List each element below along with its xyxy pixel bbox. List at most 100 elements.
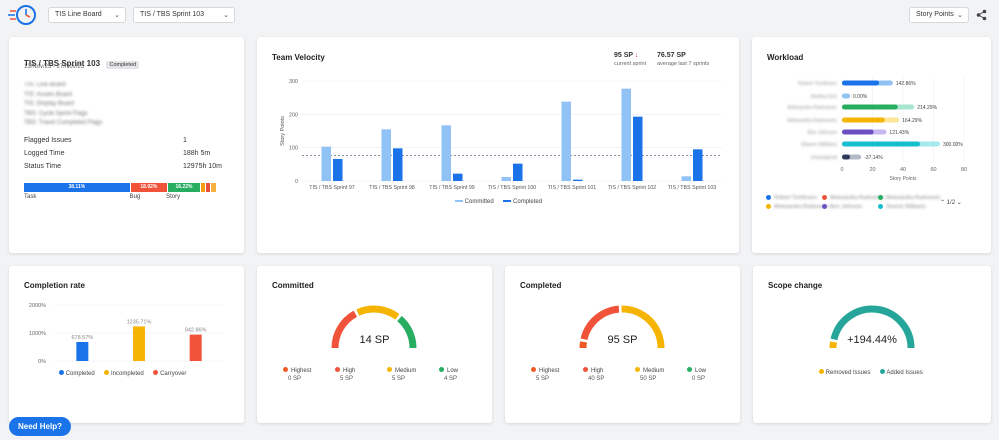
- blurred-boards-list: TIS: Line Board TIS: Assets Board TIS: D…: [24, 81, 102, 129]
- sprint-clock-logo-icon: [8, 5, 36, 25]
- committed-total: 14 SP: [359, 334, 390, 346]
- x-tick-label: TIS / TBS Sprint 102: [608, 185, 657, 191]
- scope-title: Scope change: [768, 281, 823, 290]
- workload-legend-item: Aleksandra Radosevic: [878, 195, 941, 201]
- legend-label: Low: [695, 368, 707, 374]
- legend-completed: Completed: [65, 371, 95, 377]
- assignee-name: Aleksandra Radosevic: [787, 118, 837, 124]
- velocity-title: Team Velocity: [272, 53, 325, 62]
- sprint-dates: 13/Nov/23 - 27/Nov/23: [24, 64, 85, 70]
- completion-legend: Completed Incompleted Carryover: [59, 370, 186, 377]
- chevron-down-icon: ⌄: [223, 12, 229, 19]
- legend-label: Highest: [539, 368, 560, 374]
- blurred-line: TBS: Travel Completed Flags: [24, 120, 103, 126]
- y-tick-label: 0: [295, 179, 298, 185]
- legend-dot: [878, 204, 883, 210]
- workload-value-label: 142.86%: [896, 81, 916, 87]
- x-tick-label: TIS / TBS Sprint 97: [309, 185, 355, 191]
- board-select[interactable]: TIS Line Board ⌄: [48, 7, 126, 23]
- chevron-up-icon[interactable]: ⌃: [940, 200, 946, 206]
- workload-value-label: 164.29%: [902, 118, 922, 124]
- legend-carryover: Carryover: [160, 371, 187, 377]
- legend-value: 4 SP: [444, 376, 458, 382]
- status-badge: Completed: [106, 61, 140, 69]
- workload-bar: [842, 80, 880, 86]
- workload-bar: [842, 117, 885, 123]
- current-sprint-value: 95 SP ↓: [614, 52, 638, 59]
- y-tick-label: 1000%: [29, 331, 46, 337]
- legend-value: 0 SP: [288, 376, 302, 382]
- committed-bar: [621, 88, 631, 181]
- y-tick-label: 100: [289, 146, 298, 152]
- committed-bar: [381, 129, 391, 181]
- team-velocity-card: Team Velocity 95 SP ↓ current sprint 76.…: [257, 37, 739, 253]
- logged-time-value: 188h 5m: [183, 150, 211, 157]
- committed-bar: [501, 177, 511, 181]
- breakdown-segment: 16.22%: [168, 183, 200, 192]
- legend-label: Robert Tomlinson: [774, 195, 817, 201]
- y-axis-label: Story Points: [280, 116, 286, 146]
- chevron-down-icon[interactable]: ⌄: [956, 200, 962, 206]
- workload-value-label: 121.43%: [889, 130, 909, 136]
- breakdown-segment: 38.11%: [24, 183, 130, 192]
- legend-label: Aleksandra Radosevic: [774, 204, 829, 210]
- legend-label: High: [591, 368, 604, 374]
- legend-dot: [822, 195, 827, 201]
- committed-title: Committed: [272, 281, 314, 290]
- top-bar: TIS Line Board ⌄ TIS / TBS Sprint 103 ⌄ …: [0, 0, 999, 30]
- legend-dot: [822, 204, 827, 210]
- completed-bar: [633, 116, 643, 181]
- velocity-bar-chart: 0 100 200 300 Story Points TIS / TBS Sprint 9…: [280, 79, 722, 191]
- legend-dot: [153, 370, 159, 375]
- legend-swatch-completed: [503, 200, 512, 203]
- legend-dot: [635, 367, 640, 372]
- legend-incompleted: Incompleted: [111, 371, 144, 377]
- assignee-name: Ben Johnson: [808, 130, 837, 136]
- y-tick-label: 200: [289, 112, 298, 118]
- committed-card: Committed 14 SP Highest 0 SP High 5 SP Mediu…: [257, 266, 492, 423]
- legend-label: Medium: [395, 368, 417, 374]
- legend-label: Aleksandra Radosevic: [886, 195, 941, 201]
- workload-bar: [842, 154, 850, 160]
- gauge-segment: [356, 305, 400, 320]
- metric-select[interactable]: Story Points ⌄: [909, 7, 969, 23]
- legend-dot: [59, 370, 64, 375]
- assignee-name: Sharon Williams: [801, 142, 838, 148]
- workload-bar: [842, 129, 874, 135]
- need-help-button[interactable]: Need Help?: [9, 417, 71, 436]
- assignee-name: Andrea Kim: [811, 94, 837, 100]
- committed-bar: [441, 125, 451, 181]
- sprint-title: TIS / TBS Sprint 103: [24, 59, 101, 68]
- workload-legend-item: Aleksandra Radosevic: [766, 204, 829, 210]
- legend-value: 40 SP: [588, 376, 605, 382]
- legend-label: Highest: [291, 368, 312, 374]
- completed-bar: [453, 173, 463, 181]
- legend-dot: [687, 367, 692, 372]
- completion-bar: [189, 334, 202, 361]
- legend-value: 5 SP: [392, 376, 406, 382]
- x-tick-label: 20: [869, 167, 875, 173]
- workload-value-label: 0.00%: [853, 94, 868, 100]
- sprint-summary-card: TIS / TBS Sprint 103 Completed 13/Nov/23…: [9, 37, 244, 253]
- priority-legend-item: Medium 50 SP: [635, 367, 664, 382]
- sprint-select[interactable]: TIS / TBS Sprint 103 ⌄: [133, 7, 235, 23]
- legend-dot: [283, 367, 288, 372]
- x-tick-label: TIS / TBS Sprint 103: [668, 185, 717, 191]
- completion-bar: [76, 342, 89, 361]
- blurred-line: TBS: Cycle Sprint Flags: [24, 110, 88, 117]
- legend-label: Sharon Williams: [886, 204, 926, 210]
- legend-dot: [583, 367, 588, 372]
- committed-bar: [321, 146, 331, 181]
- share-icon[interactable]: [976, 9, 987, 21]
- sprint-heading: TIS / TBS Sprint 103 Completed: [24, 53, 140, 71]
- legend-dot: [766, 195, 771, 201]
- committed-gauge: [331, 305, 417, 349]
- workload-legend-item: Ben Johnson: [822, 204, 862, 210]
- legend-dot: [439, 367, 444, 372]
- gauge-segment: [331, 310, 358, 349]
- legend-value: 0 SP: [692, 376, 706, 382]
- scope-change-value: +194.44%: [847, 334, 897, 346]
- completion-value-label: 678.57%: [71, 335, 93, 341]
- workload-value-label: -37.14%: [864, 155, 883, 161]
- completed-gauge: [579, 305, 665, 349]
